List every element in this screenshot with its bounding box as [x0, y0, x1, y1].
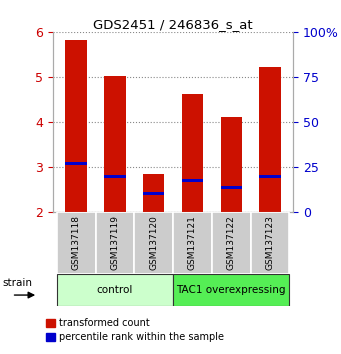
Bar: [65, 40, 87, 212]
Bar: [260, 175, 281, 178]
Bar: [104, 76, 125, 212]
Bar: [251, 212, 290, 274]
Bar: [65, 162, 87, 165]
Bar: [173, 212, 212, 274]
Bar: [104, 175, 125, 178]
Text: GSM137122: GSM137122: [227, 215, 236, 269]
Bar: [134, 212, 173, 274]
Bar: [143, 174, 164, 212]
Bar: [260, 67, 281, 212]
Legend: transformed count, percentile rank within the sample: transformed count, percentile rank withi…: [46, 318, 224, 342]
Title: GDS2451 / 246836_s_at: GDS2451 / 246836_s_at: [93, 18, 253, 31]
Bar: [221, 117, 242, 212]
Bar: [182, 179, 203, 182]
Bar: [95, 212, 134, 274]
Bar: [57, 212, 95, 274]
Text: GSM137121: GSM137121: [188, 215, 197, 270]
Text: GSM137120: GSM137120: [149, 215, 158, 270]
Bar: [221, 186, 242, 189]
Text: strain: strain: [3, 278, 33, 288]
Text: control: control: [97, 285, 133, 295]
Bar: [182, 94, 203, 212]
Text: GSM137118: GSM137118: [72, 215, 80, 270]
Bar: [173, 274, 290, 306]
Text: GSM137119: GSM137119: [110, 215, 119, 270]
Bar: [143, 192, 164, 195]
Bar: [57, 274, 173, 306]
Bar: [212, 212, 251, 274]
Text: GSM137123: GSM137123: [266, 215, 275, 270]
Text: TAC1 overexpressing: TAC1 overexpressing: [177, 285, 286, 295]
